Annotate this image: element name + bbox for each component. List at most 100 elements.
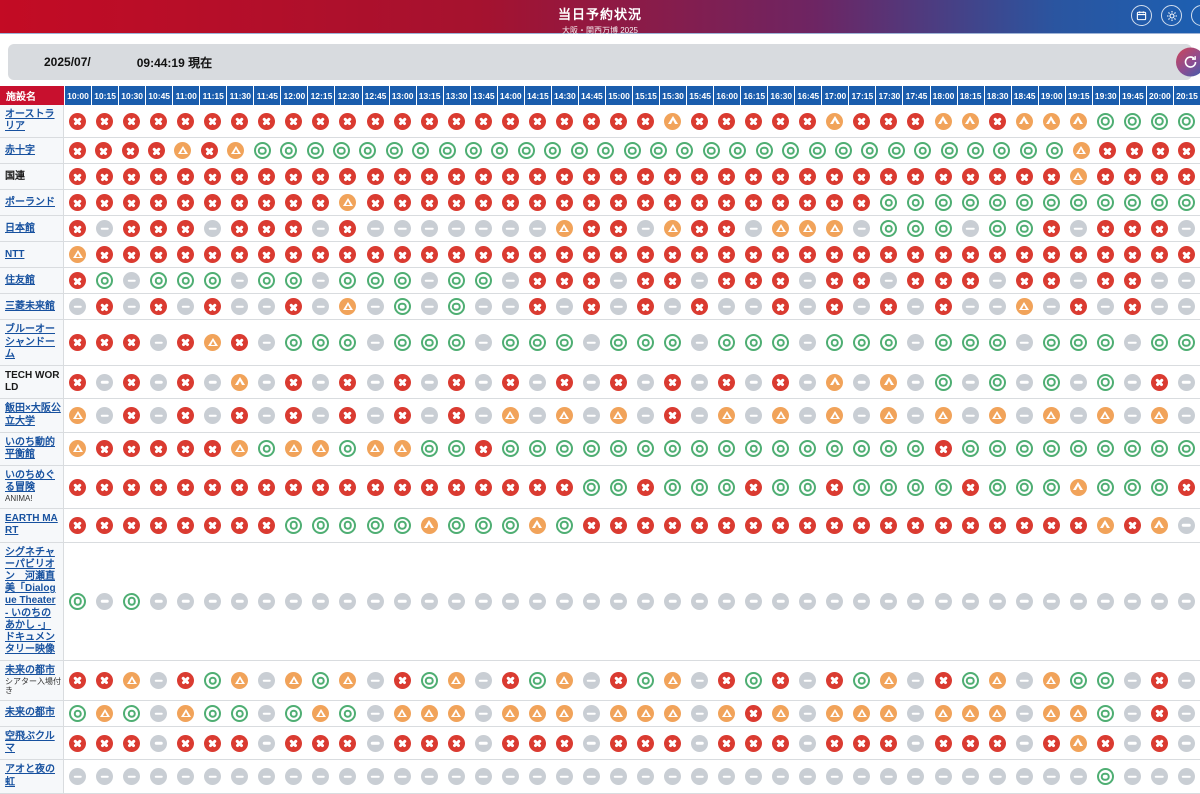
status-cell <box>91 727 118 759</box>
available-circle-icon <box>988 334 1006 352</box>
facility-link[interactable]: NTT <box>5 248 25 260</box>
status-cell <box>767 294 794 319</box>
status-cell <box>199 216 226 241</box>
sold-out-cross-icon <box>447 168 465 186</box>
facility-link[interactable]: 未来の都市 <box>5 707 55 719</box>
status-cell <box>848 268 875 293</box>
status-cell <box>145 242 172 267</box>
facility-cell: NTT <box>0 242 64 268</box>
unavailable-dash-icon <box>1069 220 1087 238</box>
status-cell <box>443 760 470 792</box>
sold-out-cross-icon <box>528 272 546 290</box>
sold-out-cross-icon <box>96 478 114 496</box>
sold-out-cross-icon <box>1069 516 1087 534</box>
unavailable-dash-icon <box>420 373 438 391</box>
sold-out-cross-icon <box>96 672 114 690</box>
status-cell <box>199 366 226 398</box>
sold-out-cross-icon <box>826 734 844 752</box>
facility-link[interactable]: 住友館 <box>5 274 35 286</box>
sold-out-cross-icon <box>772 272 790 290</box>
status-cell <box>1011 242 1038 267</box>
status-cell <box>524 509 551 541</box>
sold-out-cross-icon <box>1150 373 1168 391</box>
unavailable-dash-icon <box>474 768 492 786</box>
status-cell <box>767 164 794 189</box>
sold-out-cross-icon <box>799 194 817 212</box>
status-cell <box>551 701 578 726</box>
status-cell <box>957 190 984 215</box>
status-cell <box>713 216 740 241</box>
available-circle-icon <box>609 440 627 458</box>
facility-link[interactable]: アオと夜の虹 <box>5 764 55 788</box>
status-cell <box>1038 543 1065 661</box>
sold-out-cross-icon <box>1152 142 1169 160</box>
status-cell <box>280 366 307 398</box>
facility-link[interactable]: ブルーオーシャンドーム <box>5 324 55 360</box>
sold-out-cross-icon <box>664 734 682 752</box>
few-left-triangle-icon <box>988 407 1006 424</box>
calendar-icon[interactable] <box>1131 5 1152 26</box>
refresh-button[interactable] <box>1176 47 1200 77</box>
facility-link[interactable]: いのち動的平衡館 <box>5 436 55 460</box>
available-circle-icon <box>1150 112 1168 130</box>
circle-icon-partial[interactable] <box>1191 5 1200 26</box>
status-cell <box>470 433 497 465</box>
sold-out-cross-icon <box>799 112 817 130</box>
facility-link[interactable]: 三菱未来館 <box>5 300 55 312</box>
status-cell <box>172 727 199 759</box>
status-cell <box>930 366 957 398</box>
facility-link[interactable]: 日本館 <box>5 222 35 234</box>
available-circle-icon <box>1096 194 1114 212</box>
status-cell <box>848 190 875 215</box>
status-cell <box>118 433 145 465</box>
sold-out-cross-icon <box>988 168 1006 186</box>
facility-link[interactable]: 未来の都市 <box>5 665 55 677</box>
unavailable-dash-icon <box>312 298 330 316</box>
sold-out-cross-icon <box>988 246 1006 264</box>
status-cell <box>470 105 497 137</box>
status-cell <box>957 543 984 661</box>
status-cell <box>957 727 984 759</box>
facility-link[interactable]: 赤十字 <box>5 144 35 156</box>
status-cell <box>470 164 497 189</box>
sold-out-cross-icon <box>123 373 141 391</box>
sold-out-cross-icon <box>772 516 790 534</box>
unavailable-dash-icon <box>637 407 654 424</box>
gear-icon[interactable] <box>1161 5 1182 26</box>
facility-link[interactable]: いのちめぐる冒険 <box>5 470 55 494</box>
available-circle-icon <box>609 478 627 496</box>
facility-cell: 三菱未来館 <box>0 294 64 320</box>
facility-link[interactable]: ポーランド <box>5 196 55 208</box>
status-cell <box>632 701 659 726</box>
available-circle-icon <box>491 142 509 160</box>
facility-link[interactable]: EARTH MART <box>5 513 58 537</box>
sold-out-cross-icon <box>664 373 682 391</box>
unavailable-dash-icon <box>258 672 276 690</box>
status-cell <box>686 543 713 661</box>
sold-out-cross-icon <box>123 194 141 212</box>
status-cell <box>875 701 902 726</box>
status-cell <box>1173 433 1200 465</box>
status-cell <box>767 701 794 726</box>
available-circle-icon <box>1015 194 1033 212</box>
sold-out-cross-icon <box>609 373 627 391</box>
few-left-triangle-icon <box>528 705 546 723</box>
available-circle-icon <box>988 373 1006 391</box>
status-cell <box>362 242 389 267</box>
facility-link[interactable]: シグネチャーパビリオン 河瀬直美「Dialogue Theater - いのちの… <box>5 546 56 656</box>
reservation-grid: 施設名 10:00 10:15 10:30 10:45 11:00 11:15 11:30 1… <box>0 86 1200 794</box>
time-header-cell: 18:15 <box>957 86 984 105</box>
status-cell <box>930 268 957 293</box>
status-cell <box>821 433 848 465</box>
facility-link[interactable]: オーストラリア <box>5 109 55 133</box>
sold-out-cross-icon <box>258 112 276 130</box>
status-cell <box>848 366 875 398</box>
facility-link[interactable]: 空飛ぶクルマ <box>5 731 55 755</box>
unavailable-dash-icon <box>366 298 384 316</box>
time-header-cell: 19:45 <box>1119 86 1146 105</box>
status-cell <box>362 466 389 508</box>
status-cell <box>470 760 497 792</box>
sold-out-cross-icon <box>637 168 654 186</box>
status-cell <box>118 760 145 792</box>
facility-link[interactable]: 飯田×大阪公立大学 <box>5 403 61 427</box>
